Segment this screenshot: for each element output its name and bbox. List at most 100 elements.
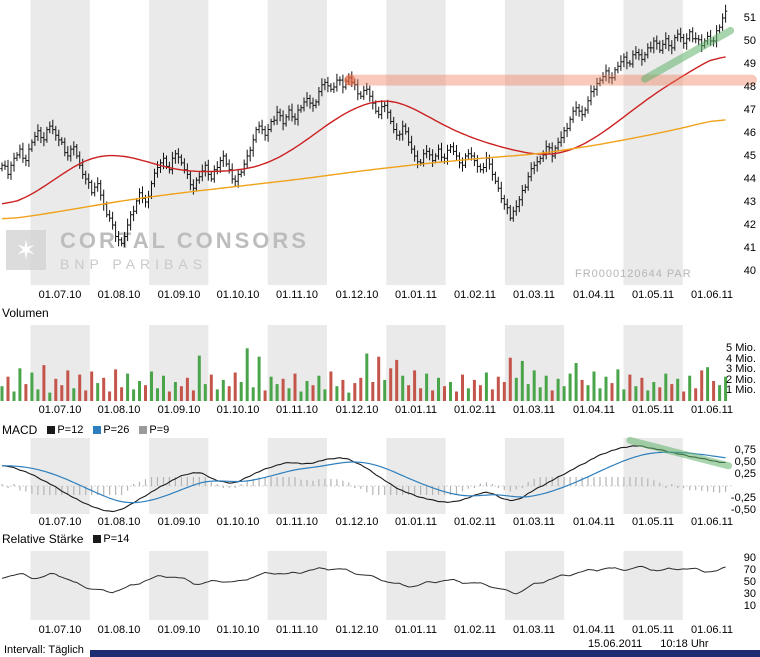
legend-label: P=26 [103,424,130,436]
price-axis-tick: 45 [743,150,756,162]
price-axis-tick: 43 [743,196,756,208]
date-axis-tick: 01.01.11 [394,624,437,636]
date-axis-tick: 01.08.10 [97,289,141,301]
legend-swatch-icon [93,426,102,434]
legend-label: P=12 [57,424,84,436]
date-axis-tick: 01.03.11 [512,624,555,636]
date-axis-tick: 01.04.11 [572,516,615,528]
date-axis-tick: 01.03.11 [512,404,555,416]
macd-axis-tick: -0,50 [730,504,756,516]
volume-panel-title: Volumen [2,306,49,320]
macd-axis-tick: 0,50 [734,456,756,468]
date-axis-tick: 01.09.10 [157,516,201,528]
date-axis-tick: 01.01.11 [394,516,437,528]
chart-date: 15.06.2011 [588,638,643,650]
date-axis-tick: 01.09.10 [157,289,201,301]
watermark-brand-text: CORTAL CONSORS [60,228,309,253]
date-axis-tick: 01.07.10 [38,624,82,636]
date-axis-tick: 01.10.10 [216,516,260,528]
date-axis-tick: 01.04.11 [572,404,615,416]
watermark: ✶ CORTAL CONSORS BNP PARIBAS [6,228,309,272]
date-axis-tick: 01.05.11 [631,404,674,416]
date-axis-tick: 01.09.10 [157,404,201,416]
volume-axis-tick: 4 Mio. [726,352,756,365]
legend-label: P=14 [103,533,130,545]
date-axis-tick: 01.03.11 [512,289,555,301]
chart-time: 10:18 Uhr [660,638,709,650]
date-axis-tick: 01.07.10 [38,404,82,416]
date-axis-tick: 01.12.10 [335,289,379,301]
rsi-axis-tick: 50 [743,575,756,588]
date-axis-tick: 01.02.11 [453,404,496,416]
date-axis-tick: 01.11.10 [275,289,318,301]
instrument-code: FR0000120644 PAR [575,268,692,280]
date-axis-tick: 01.12.10 [335,404,379,416]
price-axis-tick: 47 [743,104,756,116]
date-axis-tick: 01.01.11 [394,289,437,301]
price-axis-tick: 48 [743,81,756,93]
rsi-axis-tick: 30 [743,587,756,600]
price-axis-tick: 44 [743,173,756,185]
chart-timestamp: 15.06.2011 10:18 Uhr [588,638,709,650]
watermark-subbrand-text: BNP PARIBAS [60,256,208,272]
date-axis-tick: 01.07.10 [38,516,82,528]
interval-label: Intervall: Täglich [4,644,84,656]
price-axis-tick: 49 [743,58,756,70]
macd-legend: MACD P=12 P=26 P=9 [2,423,169,437]
price-axis-tick: 41 [743,242,756,254]
date-axis-tick: 01.08.10 [97,404,141,416]
volume-axis-tick: 2 Mio. [726,373,756,386]
date-axis-tick: 01.06.11 [690,624,733,636]
date-axis-tick: 01.10.10 [216,404,260,416]
macd-axis-tick: -0,25 [730,492,756,504]
price-axis-tick: 46 [743,127,756,139]
date-axis-tick: 01.12.10 [335,624,379,636]
legend-swatch-icon [139,426,148,434]
date-axis-tick: 01.10.10 [216,289,260,301]
date-axis-tick: 01.11.10 [275,624,318,636]
price-axis-tick: 50 [743,35,756,47]
date-axis-tick: 01.05.11 [631,624,674,636]
bnp-logo-icon: ✶ [6,230,46,270]
rsi-axis-tick: 70 [743,563,756,576]
date-axis-tick: 01.12.10 [335,516,379,528]
footer-bar [90,650,760,657]
volume-axis-tick: 5 Mio. [726,342,756,355]
date-axis-tick: 01.04.11 [572,624,615,636]
macd-legend-item: P=9 [139,424,169,436]
date-axis-tick: 01.02.11 [453,516,496,528]
date-axis-tick: 01.07.10 [38,289,82,301]
date-axis-tick: 01.11.10 [275,404,318,416]
date-axis-tick: 01.04.11 [572,289,615,301]
date-axis-tick: 01.01.11 [394,404,437,416]
rsi-legend: Relative Stärke P=14 [2,532,129,546]
date-axis-tick: 01.08.10 [97,516,141,528]
date-axis-tick: 01.06.11 [690,289,733,301]
rsi-axis-tick: 10 [743,599,756,612]
date-axis-tick: 01.06.11 [690,404,733,416]
volume-axis-tick: 1 Mio. [726,384,756,397]
volume-axis-tick: 3 Mio. [726,363,756,376]
macd-legend-item: P=26 [93,424,129,436]
legend-label: P=9 [149,424,170,436]
rsi-axis-tick: 90 [743,551,756,564]
rsi-panel-title: Relative Stärke [2,532,84,546]
date-axis-tick: 01.03.11 [512,516,555,528]
rsi-legend-item: P=14 [93,533,129,545]
price-axis-tick: 42 [743,219,756,231]
legend-swatch-icon [93,535,102,543]
macd-legend-item: P=12 [47,424,83,436]
macd-axis-tick: 0,25 [734,468,756,480]
price-axis-tick: 51 [743,12,756,24]
date-axis-tick: 01.05.11 [631,289,674,301]
date-axis-tick: 01.06.11 [690,516,733,528]
date-axis-tick: 01.02.11 [453,289,496,301]
date-axis-tick: 01.02.11 [453,624,496,636]
price-axis-tick: 40 [743,265,756,277]
date-axis-tick: 01.09.10 [157,624,201,636]
legend-swatch-icon [47,426,56,434]
date-axis-tick: 01.08.10 [97,624,141,636]
macd-axis-tick: 0,75 [734,444,756,456]
